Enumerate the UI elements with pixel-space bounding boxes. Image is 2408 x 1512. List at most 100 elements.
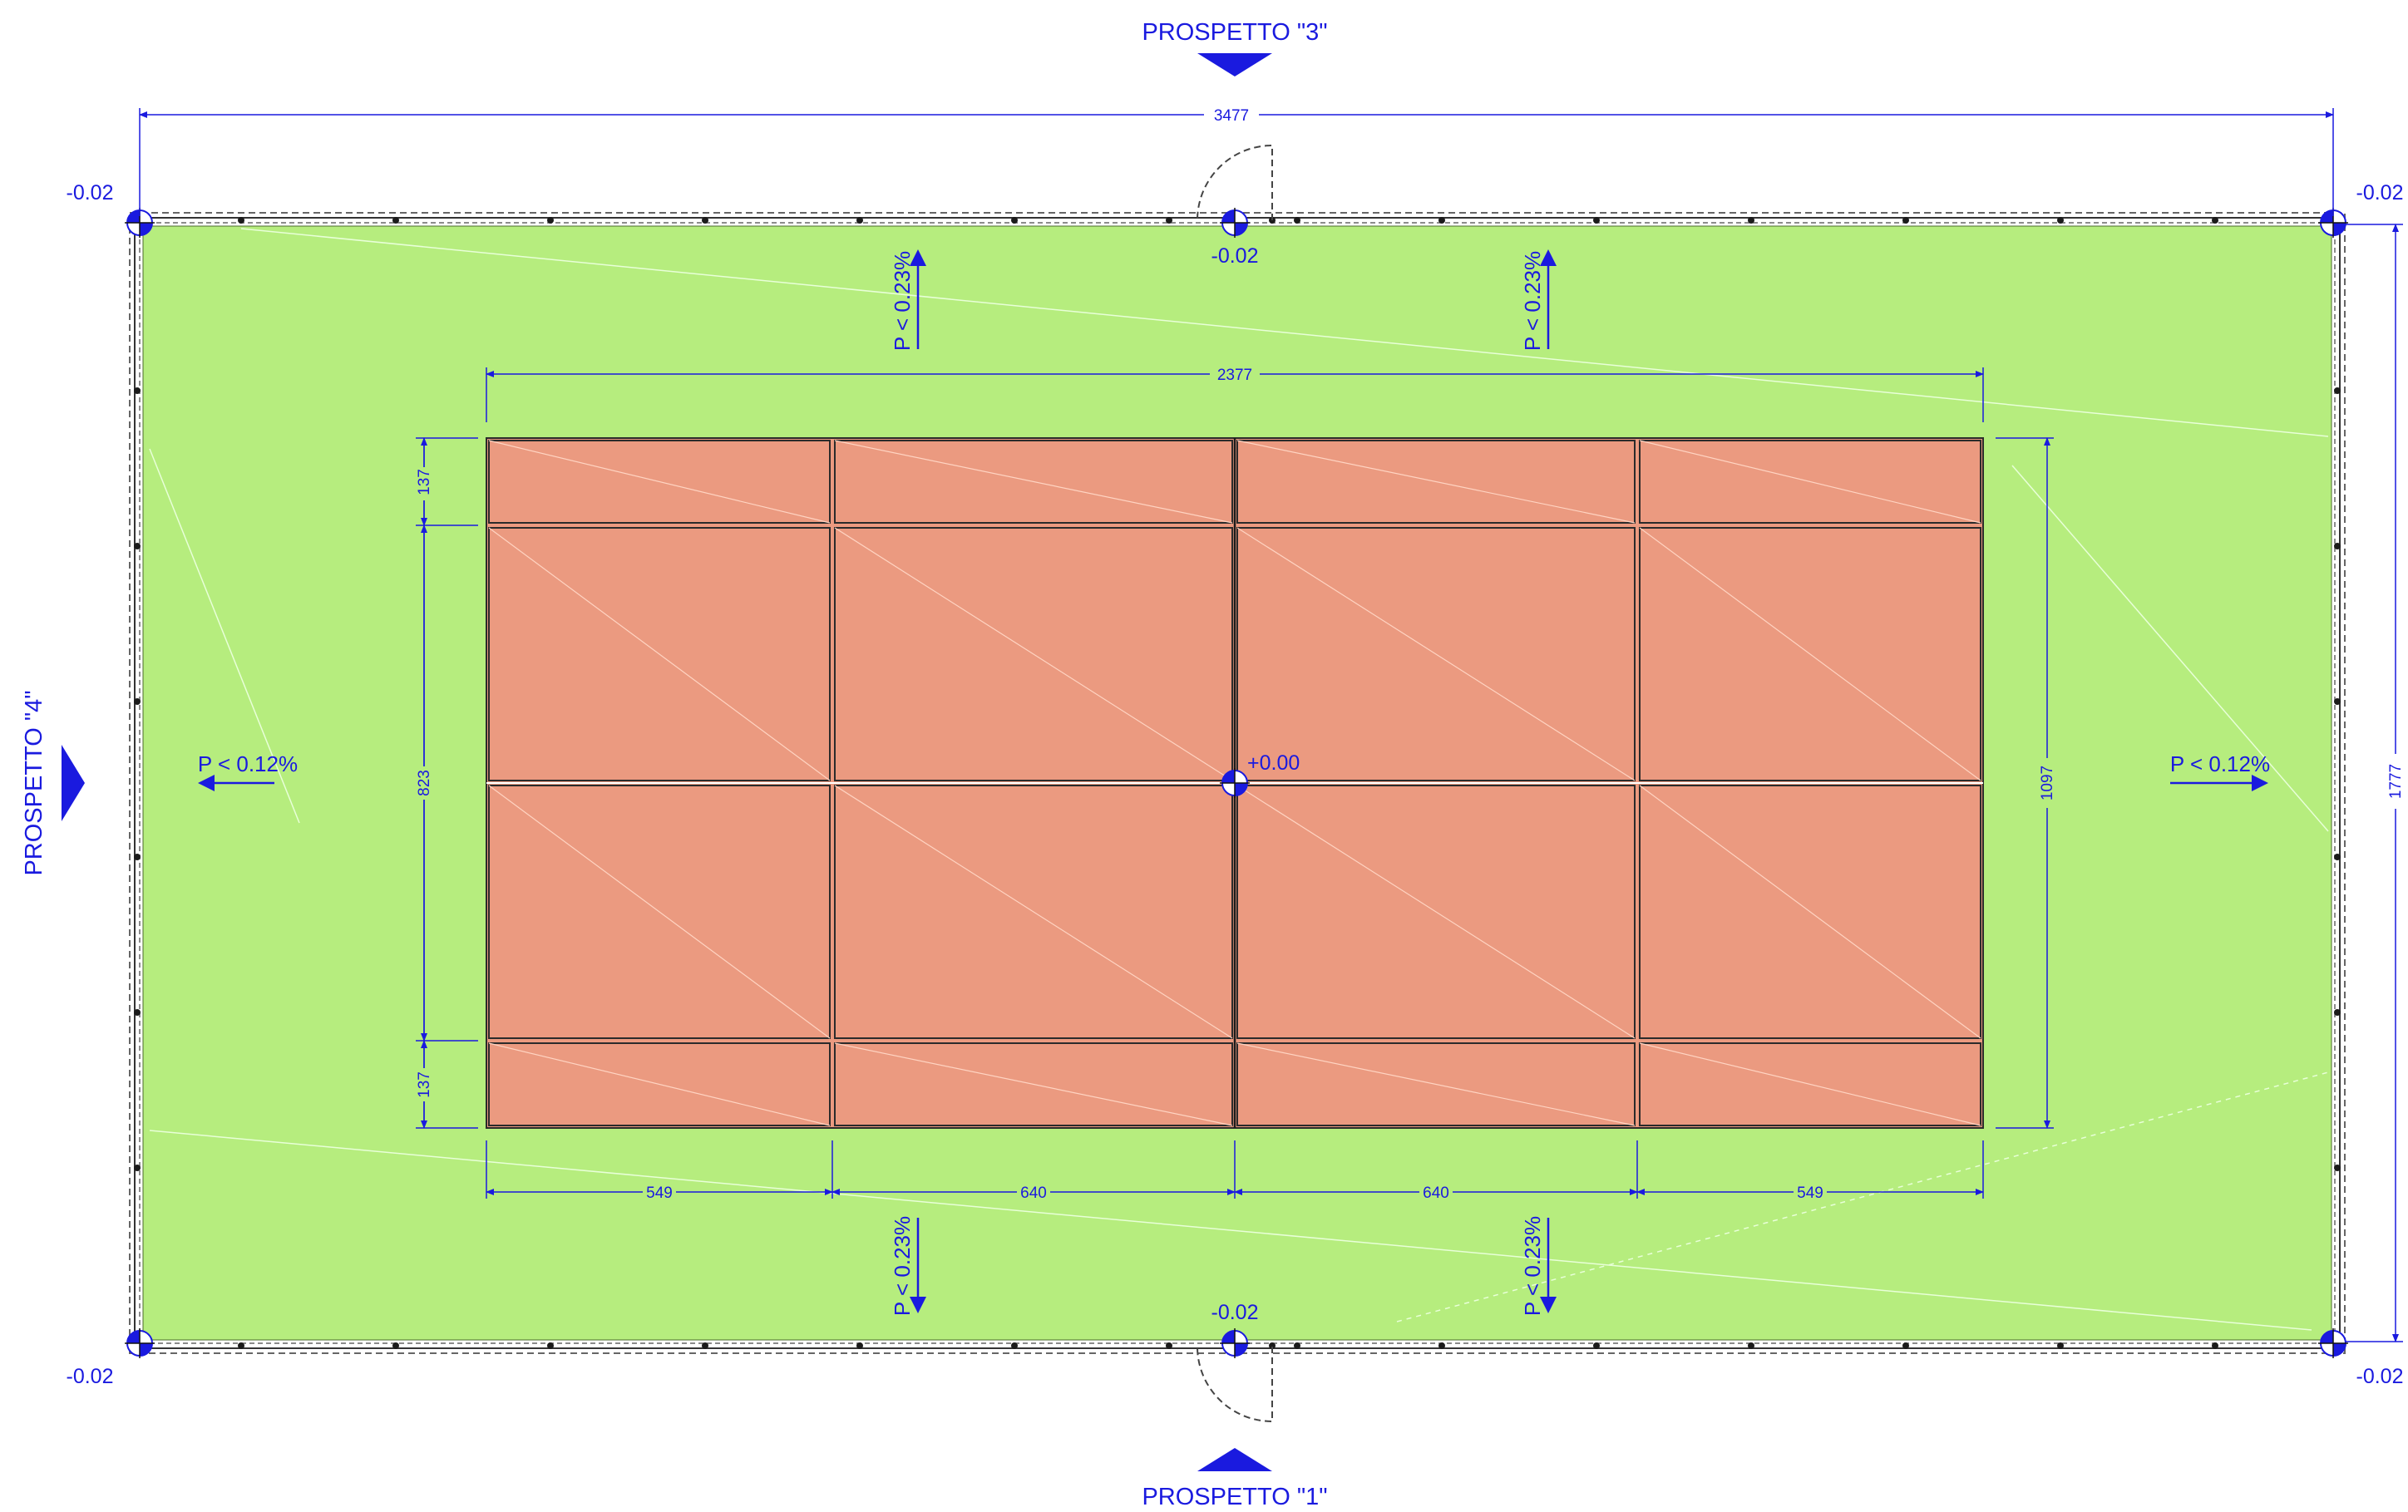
fence-post [2057, 217, 2064, 224]
court-panel [1639, 1042, 1981, 1126]
panel-diagonal [488, 785, 831, 1039]
court-panel [1639, 440, 1981, 524]
panel-diagonal [1236, 785, 1636, 1039]
fence-post [1438, 217, 1445, 224]
fence-post [134, 1165, 141, 1171]
fence-post [1902, 1342, 1909, 1349]
dim-back-right: 549 [1797, 1184, 1823, 1202]
dimension-labels: 3477 1777 2377 1097 137 823 137 549 640 … [414, 105, 2406, 1202]
fence-post [1902, 217, 1909, 224]
benchmark-marker [1220, 208, 1250, 238]
panel-diagonal [1236, 440, 1636, 524]
elevation-top-mid: -0.02 [1211, 244, 1259, 268]
court-panel [1236, 440, 1636, 524]
court-panel [1236, 527, 1636, 781]
benchmark-marker [125, 1328, 155, 1358]
fence-post [134, 854, 141, 860]
fence-post [2334, 1165, 2341, 1171]
benchmark-marker [1220, 768, 1250, 798]
dim-service-height: 823 [416, 770, 433, 796]
panel-diagonal [834, 440, 1233, 524]
fence-post [134, 698, 141, 705]
court-panel [1236, 1042, 1636, 1126]
fence-post [1748, 217, 1754, 224]
panel-diagonal [834, 785, 1233, 1039]
panel-diagonal [1639, 440, 1981, 524]
view-label-top: PROSPETTO "3" [1142, 19, 1327, 46]
court-panel [834, 440, 1233, 524]
fence-post [547, 1342, 554, 1349]
fence-post [856, 217, 863, 224]
fence-post [1438, 1342, 1445, 1349]
elevation-bottom-left: -0.02 [67, 1365, 114, 1388]
elevation-labels: -0.02 -0.02 -0.02 -0.02 -0.02 -0.02 +0.0… [67, 181, 2404, 1388]
fence-post [2334, 854, 2341, 860]
fence-post [2334, 543, 2341, 549]
view-label-left: PROSPETTO "4" [21, 690, 47, 875]
fence-post [1166, 217, 1172, 224]
court-panel [834, 785, 1233, 1039]
dim-alley-bottom: 137 [416, 1071, 433, 1098]
dim-service-right: 640 [1423, 1184, 1449, 1202]
fence-post [238, 217, 244, 224]
elevation-top-left: -0.02 [67, 181, 114, 204]
benchmark-marker [1220, 1328, 1250, 1358]
panel-diagonal [488, 1042, 831, 1126]
fence-post [1166, 1342, 1172, 1349]
panel-diagonal [488, 440, 831, 524]
court-panel [834, 527, 1233, 781]
slope-arrows [198, 249, 2268, 1313]
view-arrow-left [62, 745, 85, 821]
slope-left: P < 0.12% [198, 751, 298, 776]
fence-post [134, 387, 141, 394]
fence-post [392, 217, 399, 224]
fence-post [2057, 1342, 2064, 1349]
court-panel [488, 440, 831, 524]
dim-service-left: 640 [1020, 1184, 1047, 1202]
fence-post [2212, 1342, 2218, 1349]
dim-alley-top: 137 [416, 469, 433, 495]
fence-post [1748, 1342, 1754, 1349]
fence-post [702, 1342, 708, 1349]
gate-top [1197, 144, 1273, 221]
dim-overall-width: 3477 [1214, 107, 1249, 125]
dim-court-width: 2377 [1217, 367, 1252, 384]
fence-post [1294, 217, 1300, 224]
fence-post [2334, 387, 2341, 394]
elevation-bottom-right: -0.02 [2356, 1365, 2404, 1388]
court-panel [1236, 785, 1636, 1039]
court-panel [488, 527, 831, 781]
fence-post [1294, 1342, 1300, 1349]
fence-post [702, 217, 708, 224]
benchmark-markers [125, 208, 2348, 1358]
slope-labels: P < 0.23% P < 0.23% P < 0.23% P < 0.23% … [198, 251, 2270, 1316]
panel-diagonal [1639, 1042, 1981, 1126]
slope-top-right: P < 0.23% [1520, 251, 1545, 351]
fence-post [1269, 1342, 1276, 1349]
panel-diagonal [1639, 527, 1981, 781]
benchmark-marker [2318, 1328, 2348, 1358]
fence-post [2212, 217, 2218, 224]
fence-post [547, 217, 554, 224]
slope-guide-lines [149, 228, 2329, 1331]
benchmark-marker [2318, 208, 2348, 238]
view-markers: PROSPETTO "3" PROSPETTO "1" PROSPETTO "4… [21, 19, 1328, 1510]
fence-post [238, 1342, 244, 1349]
slope-bottom-right: P < 0.23% [1520, 1216, 1545, 1316]
dim-court-height: 1097 [2039, 766, 2056, 800]
fence-post [2334, 698, 2341, 705]
fence-post [1593, 1342, 1600, 1349]
court-panel [1639, 527, 1981, 781]
dim-overall-height: 1777 [2387, 764, 2405, 799]
slope-bottom-left: P < 0.23% [890, 1216, 915, 1316]
panel-diagonal [488, 527, 831, 781]
court-panel [488, 785, 831, 1039]
panel-diagonal [1639, 785, 1981, 1039]
fence-post [856, 1342, 863, 1349]
court-panel [1639, 785, 1981, 1039]
elevation-top-right: -0.02 [2356, 181, 2404, 204]
fence-post [1011, 1342, 1018, 1349]
gate-bottom [1197, 1346, 1273, 1423]
dim-back-left: 549 [646, 1184, 673, 1202]
